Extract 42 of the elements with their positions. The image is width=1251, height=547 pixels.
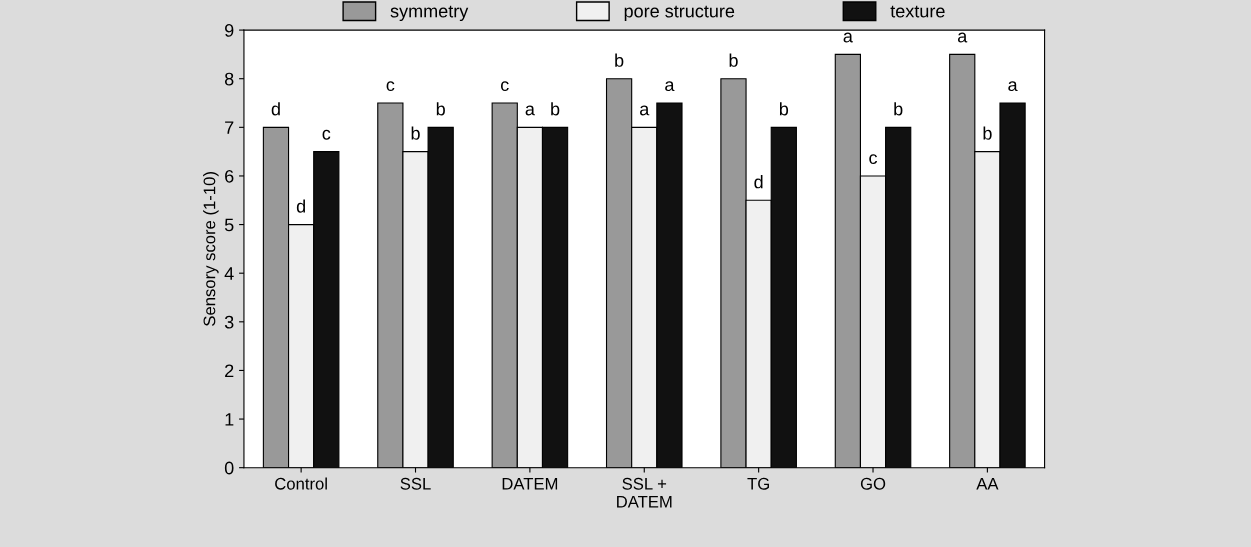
y-tick-label: 1 bbox=[225, 413, 234, 426]
data-label: a bbox=[843, 32, 853, 43]
x-tick-label: TG bbox=[747, 477, 769, 490]
data-label: b bbox=[729, 53, 738, 67]
legend-label: texture bbox=[890, 5, 945, 18]
x-tick-label: SSL + DATEM bbox=[617, 477, 672, 508]
x-tick-label: DATEM bbox=[502, 478, 558, 490]
y-tick-label: 0 bbox=[224, 461, 234, 475]
data-label: d bbox=[754, 175, 763, 189]
data-label: a bbox=[525, 105, 535, 116]
x-tick-label: Control bbox=[275, 477, 327, 490]
y-tick-label: 4 bbox=[224, 267, 234, 280]
y-tick-label: 9 bbox=[225, 24, 234, 37]
data-label: c bbox=[386, 81, 395, 92]
data-label: a bbox=[665, 81, 675, 92]
y-tick-label: 7 bbox=[225, 121, 234, 134]
data-label: d bbox=[271, 102, 280, 116]
data-label: b bbox=[411, 126, 420, 140]
legend-label: symmetry bbox=[390, 5, 469, 22]
data-label: b bbox=[436, 102, 445, 116]
y-axis-title: Sensory score (1-10) bbox=[203, 172, 219, 326]
data-label: c bbox=[500, 81, 509, 92]
y-tick-label: 2 bbox=[225, 364, 234, 377]
data-label: a bbox=[1008, 81, 1018, 92]
y-tick-label: 6 bbox=[225, 169, 234, 183]
data-label: a bbox=[957, 32, 968, 43]
legend-label: pore structure bbox=[624, 5, 735, 22]
x-tick-label: AA bbox=[976, 478, 999, 490]
data-label: b bbox=[551, 102, 560, 116]
y-tick-label: 5 bbox=[224, 218, 234, 232]
data-label: d bbox=[296, 199, 305, 213]
data-label: b bbox=[779, 102, 789, 116]
x-tick-label: GO bbox=[860, 477, 886, 490]
data-label: c bbox=[322, 129, 331, 140]
y-tick-label: 8 bbox=[224, 72, 234, 86]
x-tick-label: SSL bbox=[400, 477, 431, 490]
data-label: c bbox=[869, 154, 878, 165]
y-tick-label: 3 bbox=[224, 315, 234, 329]
data-label: b bbox=[894, 102, 903, 116]
data-label: b bbox=[615, 53, 624, 67]
data-label: a bbox=[640, 105, 650, 116]
data-label: b bbox=[983, 126, 992, 140]
